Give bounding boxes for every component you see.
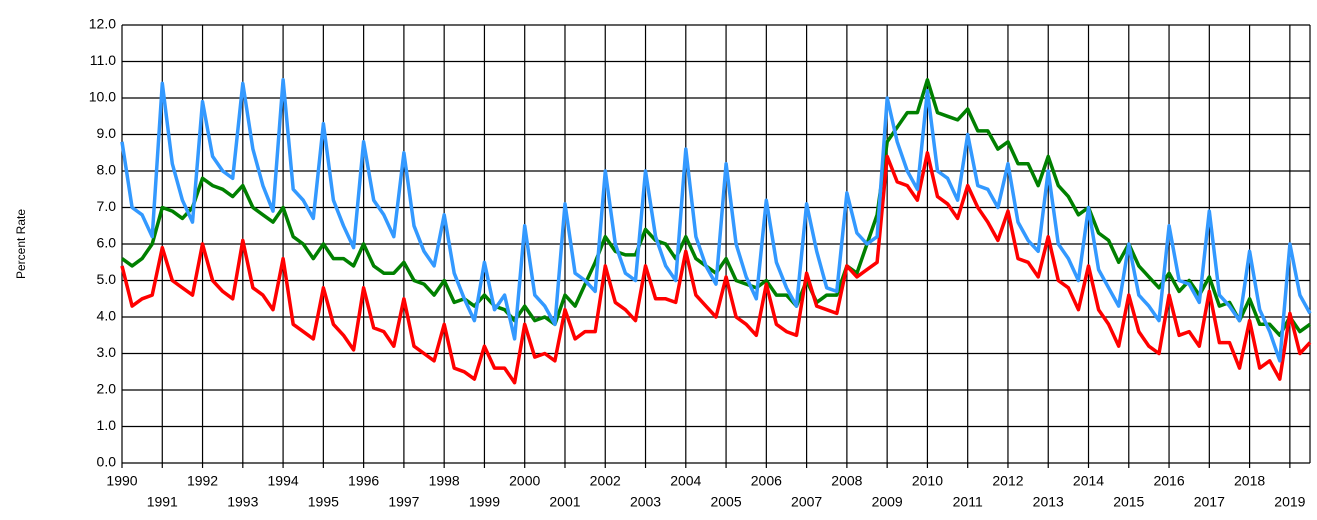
y-axis-title: Percent Rate bbox=[14, 209, 28, 279]
x-tick-label: 1995 bbox=[308, 494, 339, 510]
x-tick-label: 2014 bbox=[1073, 473, 1104, 489]
y-tick-label: 8.0 bbox=[97, 162, 117, 178]
x-tick-label: 1992 bbox=[187, 473, 218, 489]
y-tick-label: 1.0 bbox=[97, 417, 117, 433]
x-tick-label: 1990 bbox=[106, 473, 137, 489]
y-tick-label: 0.0 bbox=[97, 454, 117, 470]
x-tick-label: 2018 bbox=[1234, 473, 1265, 489]
x-tick-label: 2010 bbox=[912, 473, 943, 489]
x-tick-label: 1996 bbox=[348, 473, 379, 489]
y-tick-label: 10.0 bbox=[89, 89, 116, 105]
y-tick-label: 7.0 bbox=[97, 198, 117, 214]
x-tick-label: 2009 bbox=[872, 494, 903, 510]
x-tick-label: 2011 bbox=[953, 494, 983, 510]
series-line bbox=[120, 78, 1312, 363]
x-tick-label: 1994 bbox=[268, 473, 299, 489]
x-tick-label: 1991 bbox=[147, 494, 178, 510]
y-tick-label: 11.0 bbox=[90, 52, 116, 68]
series-line bbox=[120, 151, 1312, 385]
x-tick-label: 2005 bbox=[710, 494, 741, 510]
x-tick-label: 2019 bbox=[1274, 494, 1305, 510]
x-tick-label: 2006 bbox=[751, 473, 782, 489]
x-tick-label: 2013 bbox=[1033, 494, 1064, 510]
x-tick-label: 1993 bbox=[227, 494, 258, 510]
x-tick-label: 1997 bbox=[388, 494, 419, 510]
x-tick-label: 2016 bbox=[1153, 473, 1184, 489]
x-tick-label: 2007 bbox=[791, 494, 822, 510]
x-tick-label: 2012 bbox=[992, 473, 1023, 489]
x-tick-label: 2002 bbox=[590, 473, 621, 489]
y-tick-label: 6.0 bbox=[97, 235, 117, 251]
y-tick-label: 2.0 bbox=[97, 381, 117, 397]
x-tick-label: 2015 bbox=[1113, 494, 1144, 510]
x-tick-label: 2001 bbox=[549, 494, 580, 510]
x-tick-label: 2017 bbox=[1194, 494, 1225, 510]
x-tick-label: 2003 bbox=[630, 494, 661, 510]
y-tick-label: 9.0 bbox=[97, 125, 117, 141]
x-tick-label: 1998 bbox=[429, 473, 460, 489]
y-tick-label: 12.0 bbox=[89, 16, 116, 32]
x-tick-label: 2008 bbox=[831, 473, 862, 489]
y-tick-label: 4.0 bbox=[97, 308, 117, 324]
y-tick-label: 3.0 bbox=[97, 344, 117, 360]
y-tick-label: 5.0 bbox=[97, 271, 117, 287]
x-tick-label: 2000 bbox=[509, 473, 540, 489]
x-tick-label: 1999 bbox=[469, 494, 500, 510]
x-tick-label: 2004 bbox=[670, 473, 701, 489]
